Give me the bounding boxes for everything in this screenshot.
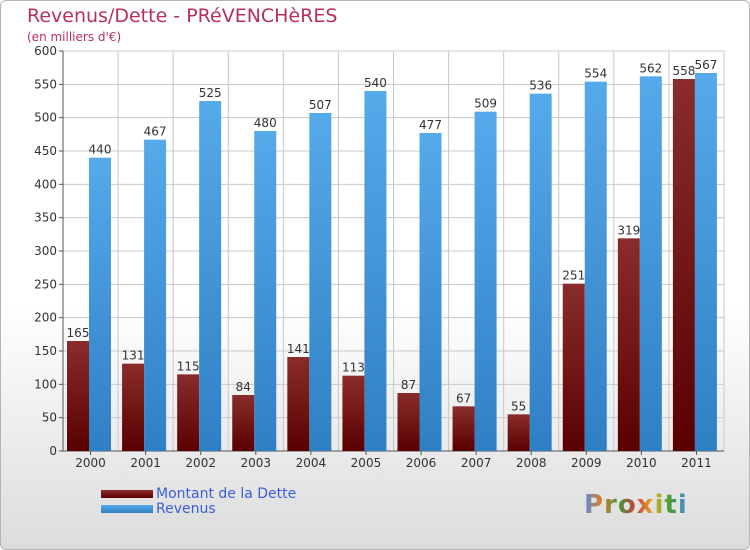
y-tick-label: 200 xyxy=(34,311,57,325)
bar-dette xyxy=(617,238,640,451)
data-label-dette: 115 xyxy=(177,359,200,373)
y-tick-label: 250 xyxy=(34,277,57,291)
x-tick-label: 2002 xyxy=(185,456,216,470)
bar-dette xyxy=(507,414,530,451)
x-tick-label: 2005 xyxy=(351,456,382,470)
x-tick-label: 2003 xyxy=(241,456,272,470)
bar-dette xyxy=(122,363,145,451)
bar-revenus xyxy=(639,76,662,451)
data-label-dette: 558 xyxy=(672,64,695,78)
bar-revenus xyxy=(419,133,442,451)
legend-label-dette: Montant de la Dette xyxy=(156,486,297,502)
x-tick-label: 2008 xyxy=(516,456,547,470)
bar-dette xyxy=(562,283,585,451)
y-tick-label: 600 xyxy=(34,44,57,58)
data-label-revenus: 507 xyxy=(309,98,332,112)
bar-dette xyxy=(672,79,695,451)
bar-revenus xyxy=(89,157,111,451)
y-tick-label: 400 xyxy=(34,177,57,191)
x-tick-label: 2006 xyxy=(406,456,437,470)
legend-swatch-dette xyxy=(101,490,153,498)
y-tick-label: 500 xyxy=(34,111,57,125)
bar-revenus xyxy=(309,113,332,451)
y-tick-label: 350 xyxy=(34,211,57,225)
data-label-dette: 67 xyxy=(456,391,471,405)
data-label-revenus: 567 xyxy=(694,58,717,72)
data-label-dette: 131 xyxy=(122,349,145,363)
data-label-dette: 113 xyxy=(342,361,365,375)
y-tick-label: 100 xyxy=(34,377,57,391)
x-tick-label: 2000 xyxy=(75,456,106,470)
y-tick-label: 300 xyxy=(34,244,57,258)
x-tick-label: 2001 xyxy=(130,456,161,470)
data-label-dette: 87 xyxy=(401,378,416,392)
bar-dette xyxy=(397,393,420,451)
data-label-revenus: 509 xyxy=(474,97,497,111)
data-label-revenus: 540 xyxy=(364,76,387,90)
data-label-revenus: 480 xyxy=(254,116,277,130)
data-label-revenus: 554 xyxy=(584,67,607,81)
proxiti-logo: Proxiti xyxy=(584,490,688,520)
y-tick-label: 0 xyxy=(49,444,57,458)
bar-dette xyxy=(452,406,475,451)
x-tick-label: 2009 xyxy=(571,456,602,470)
x-tick-label: 2011 xyxy=(681,456,712,470)
bar-revenus xyxy=(364,91,387,451)
legend-label-revenus: Revenus xyxy=(156,501,216,517)
legend-swatch-revenus xyxy=(101,505,153,513)
y-tick-label: 150 xyxy=(34,344,57,358)
bar-revenus xyxy=(254,131,277,451)
y-tick-label: 550 xyxy=(34,77,57,91)
data-label-dette: 141 xyxy=(287,342,310,356)
bar-revenus xyxy=(199,101,222,451)
data-label-revenus: 477 xyxy=(419,118,442,132)
bar-dette xyxy=(177,374,200,451)
data-label-revenus: 562 xyxy=(639,61,662,75)
bar-revenus xyxy=(694,73,717,451)
x-tick-label: 2004 xyxy=(296,456,327,470)
y-tick-label: 450 xyxy=(34,144,57,158)
bar-revenus xyxy=(529,93,552,452)
value-labels: 165 440 131 467 115 525 84 480 141 507 113 540 87 477… xyxy=(67,58,718,413)
bars xyxy=(67,73,717,452)
data-label-revenus: 536 xyxy=(529,79,552,93)
bar-dette xyxy=(232,395,255,451)
bar-revenus xyxy=(144,139,167,451)
x-tick-label: 2010 xyxy=(626,456,657,470)
bar-dette xyxy=(287,357,310,451)
chart-title: Revenus/Dette - PRéVENCHèRES xyxy=(27,5,338,27)
bar-dette xyxy=(67,341,89,451)
data-label-dette: 84 xyxy=(236,380,251,394)
data-label-revenus: 440 xyxy=(89,143,112,157)
y-tick-label: 50 xyxy=(42,411,57,425)
data-label-revenus: 467 xyxy=(144,125,167,139)
grid-lines xyxy=(62,50,725,452)
bar-revenus xyxy=(474,111,497,452)
axes: 0 50 100 150 200 250 300 350 400 450 500 550 600 2000… xyxy=(34,44,724,470)
bar-revenus xyxy=(584,81,607,452)
x-tick-label: 2007 xyxy=(461,456,492,470)
data-label-dette: 319 xyxy=(617,223,640,237)
data-label-revenus: 525 xyxy=(199,86,222,100)
data-label-dette: 55 xyxy=(511,399,526,413)
bar-dette xyxy=(342,375,365,451)
data-label-dette: 165 xyxy=(67,326,90,340)
data-label-dette: 251 xyxy=(562,269,585,283)
chart-subtitle: (en milliers d'€) xyxy=(27,30,122,44)
